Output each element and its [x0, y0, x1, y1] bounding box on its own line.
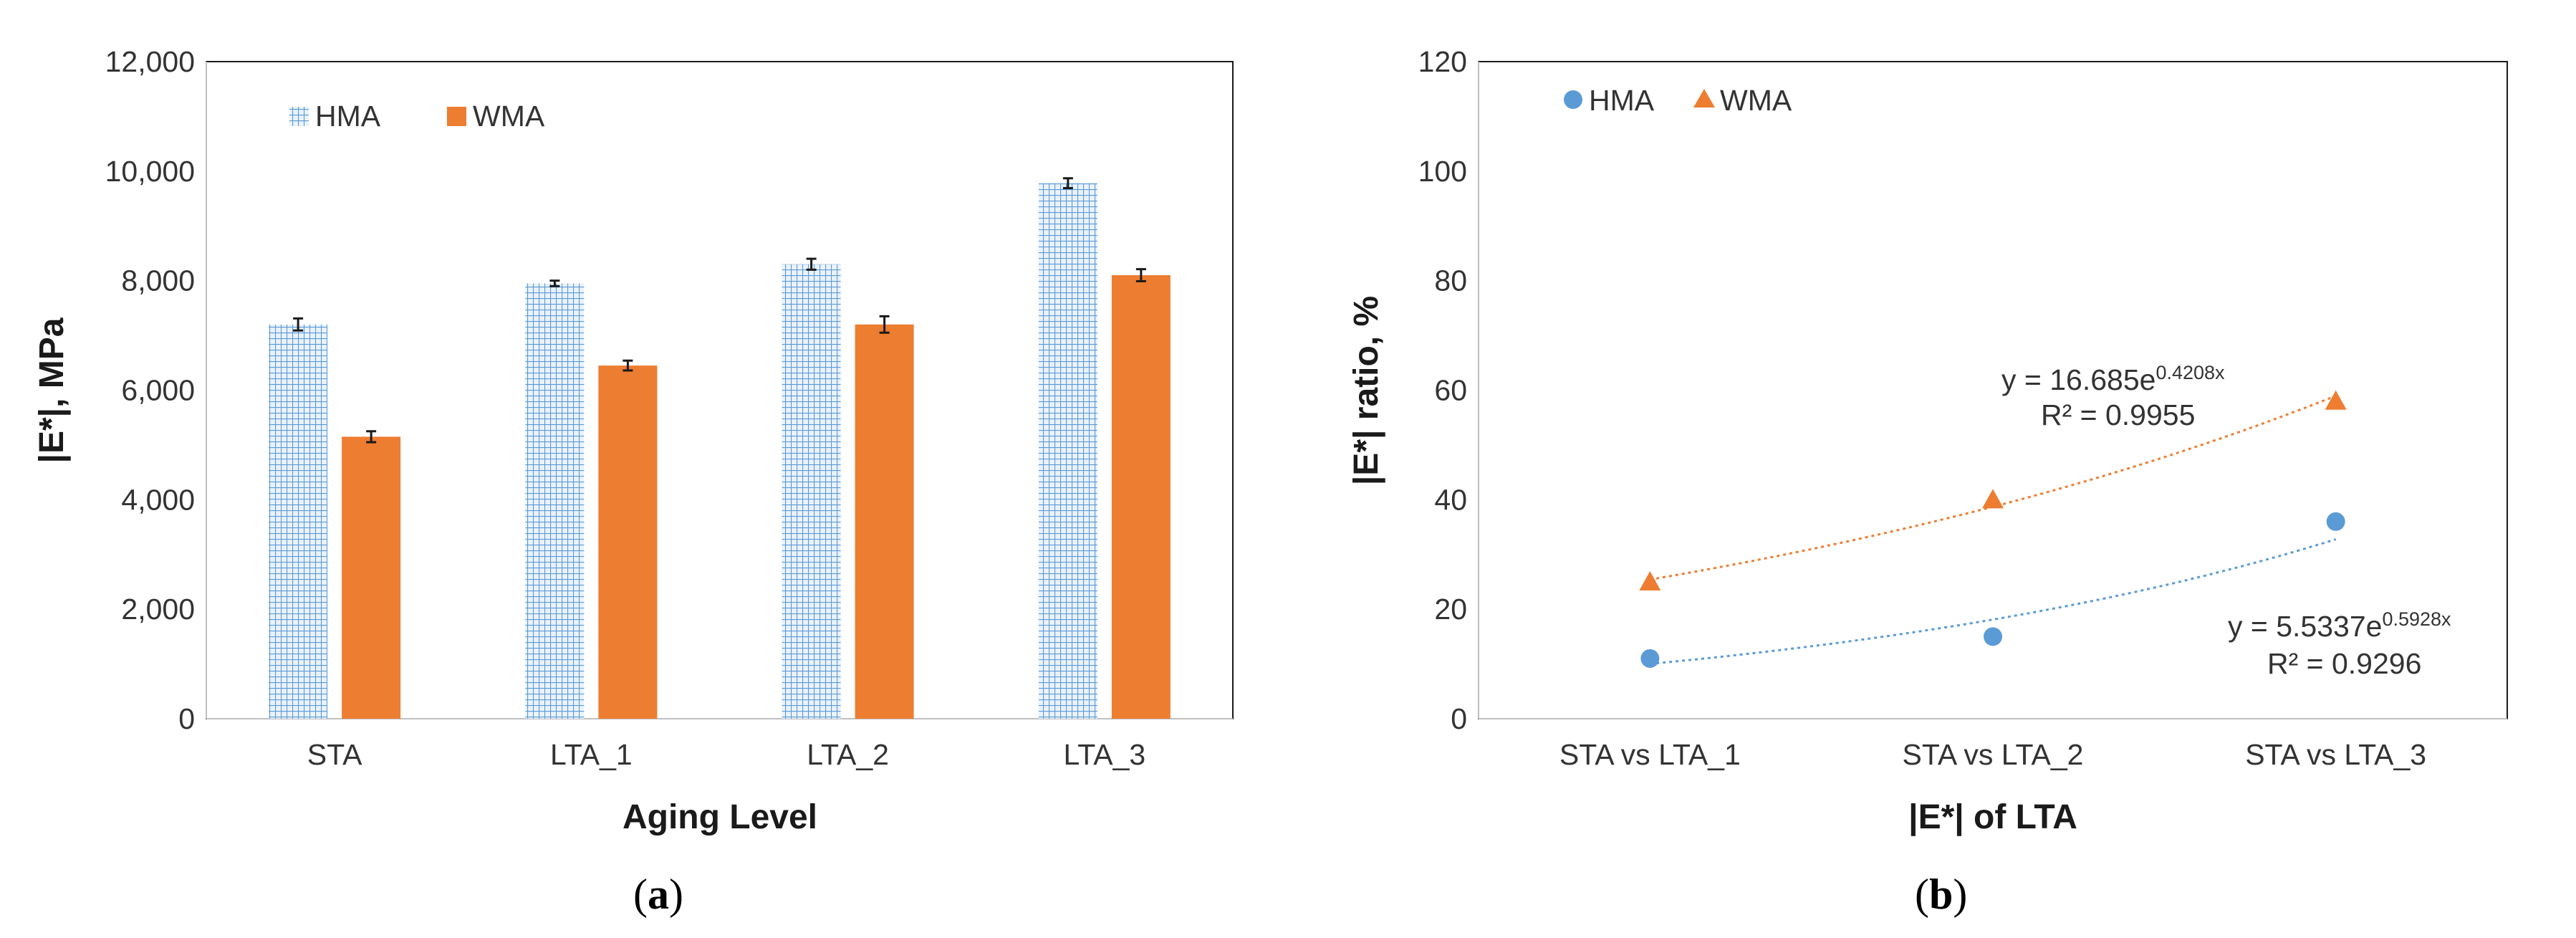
bar-hma-lta_2 [782, 264, 841, 719]
legend-hma-marker [1564, 90, 1582, 109]
point-wma-1 [1639, 570, 1661, 590]
chart-a-y-tick-label: 0 [178, 702, 195, 735]
point-hma-3 [2326, 512, 2345, 531]
chart-b-x-tick-labels: STA vs LTA_1 STA vs LTA_2 STA vs LTA_3 [1559, 738, 2426, 771]
chart-a-x-axis-title: Aging Level [623, 798, 817, 836]
legend-wma-label: WMA [473, 100, 545, 133]
error-bar-hma-lta_2 [806, 257, 817, 271]
error-bar-wma-lta_3 [1135, 268, 1146, 282]
chart-b-x-tick-label: STA vs LTA_2 [1903, 738, 2084, 771]
panel-label-a: (a) [633, 871, 683, 918]
chart-b-x-tick-label: STA vs LTA_1 [1559, 738, 1741, 771]
point-wma-2 [1982, 489, 2004, 509]
point-hma-1 [1640, 649, 1660, 668]
chart-a-bars [269, 183, 1171, 719]
chart-b-y-tick-label: 120 [1418, 45, 1467, 78]
chart-b-x-tick-label: STA vs LTA_3 [2245, 738, 2426, 771]
hma-r2-text: R² = 0.9296 [2267, 647, 2421, 680]
chart-b-points [1639, 390, 2347, 668]
legend-hma-label-b: HMA [1589, 84, 1655, 117]
chart-b-y-tick-label: 0 [1451, 702, 1467, 735]
wma-equation-prefix: y = 16.685e [2001, 363, 2156, 396]
bar-wma-sta [342, 436, 401, 719]
hma-equation-prefix: y = 5.5337e [2228, 610, 2382, 643]
chart-a-legend: HMA WMA [289, 100, 545, 133]
chart-b-y-axis-title: |E*| ratio, % [1347, 296, 1385, 485]
bar-wma-lta_1 [598, 365, 658, 719]
chart-a-y-axis-title: |E*|, MPa [33, 317, 71, 463]
chart-a-y-tick-label: 12,000 [105, 45, 195, 78]
legend-wma-swatch [447, 107, 466, 126]
chart-a-x-tick-label: LTA_1 [550, 738, 633, 771]
chart-b-y-tick-label: 40 [1434, 483, 1467, 516]
bar-wma-lta_2 [855, 324, 914, 719]
chart-a-y-tick-label: 2,000 [121, 593, 195, 626]
panel-label-a-letter: a [648, 871, 669, 918]
error-bar-wma-sta [366, 430, 377, 444]
error-bar-hma-lta_1 [549, 279, 560, 287]
error-bar-hma-lta_3 [1062, 177, 1073, 190]
chart-a-y-tick-label: 10,000 [105, 155, 195, 188]
wma-equation-text: y = 16.685e0.4208x [2001, 362, 2225, 396]
hma-trend-equation: y = 5.5337e0.5928x R² = 0.9296 [2228, 608, 2451, 680]
bar-hma-sta [269, 324, 328, 719]
trendline-wma [1650, 395, 2337, 581]
chart-a-y-tick-label: 4,000 [121, 483, 195, 516]
panel-label-b: (b) [1915, 871, 1967, 918]
legend-hma-label: HMA [315, 100, 381, 133]
wma-equation-exponent: 0.4208x [2156, 362, 2225, 383]
chart-a-x-tick-label: LTA_3 [1064, 738, 1146, 771]
chart-b-legend: HMA WMA [1564, 84, 1792, 117]
point-hma-2 [1984, 627, 2002, 646]
chart-a-x-tick-label: LTA_2 [807, 738, 889, 771]
error-bar-wma-lta_2 [879, 315, 890, 334]
chart-b-y-tick-label: 20 [1434, 593, 1467, 626]
wma-r2-text: R² = 0.9955 [2041, 398, 2195, 431]
chart-a-x-tick-label: STA [307, 738, 362, 771]
legend-wma-label-b: WMA [1720, 84, 1792, 117]
chart-b-y-tick-label: 100 [1418, 155, 1467, 188]
bar-chart-panel-a: 0 2,000 4,000 6,000 8,000 10,000 12,000 STA LTA… [33, 45, 1234, 918]
chart-b-y-tick-label: 60 [1434, 374, 1467, 407]
chart-b-y-tick-labels: 0 20 40 60 80 100 120 [1418, 45, 1467, 735]
error-bar-wma-lta_1 [623, 359, 633, 372]
chart-a-x-tick-labels: STA LTA_1 LTA_2 LTA_3 [307, 738, 1145, 771]
chart-b-x-axis-title: |E*| of LTA [1908, 798, 2077, 836]
legend-wma-marker [1693, 89, 1715, 107]
bar-hma-lta_1 [525, 283, 585, 719]
panel-label-b-letter: b [1929, 871, 1953, 918]
point-wma-3 [2325, 390, 2347, 410]
chart-a-y-tick-labels: 0 2,000 4,000 6,000 8,000 10,000 12,000 [105, 45, 195, 735]
chart-a-y-tick-label: 8,000 [121, 264, 195, 297]
hma-equation-exponent: 0.5928x [2382, 608, 2451, 630]
hma-equation-text: y = 5.5337e0.5928x [2228, 608, 2451, 643]
error-bar-hma-sta [293, 317, 304, 332]
chart-a-y-tick-label: 6,000 [121, 374, 195, 407]
chart-a-error-bars [293, 177, 1146, 444]
bar-hma-lta_3 [1038, 183, 1097, 719]
wma-trend-equation: y = 16.685e0.4208x R² = 0.9955 [2001, 362, 2225, 431]
chart-b-y-tick-label: 80 [1434, 264, 1467, 297]
scatter-chart-panel-b: 0 20 40 60 80 100 120 STA vs LTA_1 STA vs LTA_2… [1347, 45, 2508, 918]
legend-hma-swatch [289, 107, 309, 126]
bar-wma-lta_3 [1111, 275, 1171, 719]
